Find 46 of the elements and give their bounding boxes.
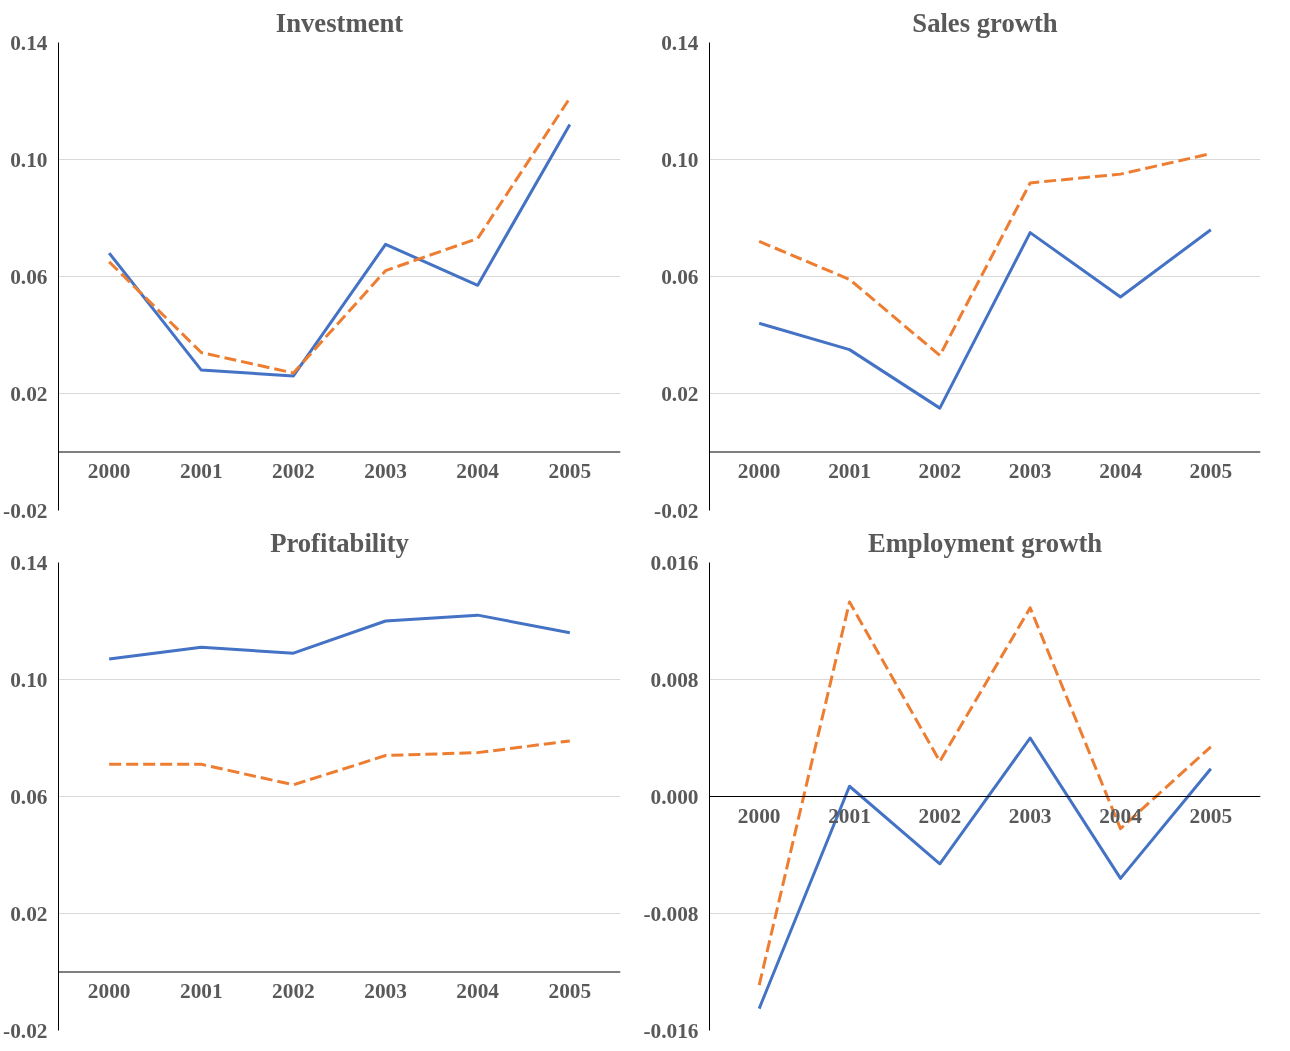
y-tick-label: 0.06 — [661, 264, 699, 289]
x-tick-label: 2005 — [1189, 803, 1233, 828]
x-tick-label: 2001 — [179, 459, 223, 483]
x-tick-label: 2004 — [456, 979, 500, 1003]
x-tick-label: 2003 — [1008, 459, 1052, 483]
y-tick-label: -0.02 — [3, 1018, 48, 1043]
y-tick-label: 0.016 — [650, 550, 699, 575]
x-tick-label: 2002 — [918, 803, 962, 828]
x-tick-label: 2001 — [828, 459, 871, 483]
y-tick-label: 0.10 — [661, 147, 699, 172]
y-tick-label: 0.14 — [10, 30, 48, 55]
y-tick-label: 0.06 — [10, 264, 48, 289]
y-tick-label: -0.008 — [643, 901, 699, 926]
y-tick-label: -0.02 — [3, 498, 48, 523]
y-tick-label: 0.02 — [661, 381, 699, 406]
y-tick-label: 0.14 — [10, 550, 48, 575]
y-tick-label: -0.016 — [643, 1018, 699, 1043]
y-tick-label: -0.02 — [654, 498, 699, 523]
x-tick-label: 2005 — [548, 459, 592, 483]
x-tick-label: 2000 — [87, 459, 131, 483]
x-tick-label: 2002 — [272, 979, 315, 1003]
y-tick-label: 0.10 — [10, 667, 48, 692]
chart-title: Investment — [275, 7, 404, 38]
x-tick-label: 2002 — [918, 459, 962, 483]
y-tick-label: 0.10 — [10, 147, 48, 172]
x-tick-label: 2004 — [456, 459, 500, 483]
x-tick-label: 2005 — [548, 979, 592, 1003]
y-tick-label: 0.02 — [10, 901, 48, 926]
y-tick-label: 0.02 — [10, 381, 48, 406]
x-tick-label: 2000 — [87, 979, 131, 1003]
x-tick-label: 2003 — [364, 979, 407, 1003]
x-tick-label: 2005 — [1189, 459, 1233, 483]
x-tick-label: 2003 — [1008, 803, 1052, 828]
x-tick-label: 2003 — [364, 459, 407, 483]
x-tick-label: 2001 — [179, 979, 223, 1003]
y-tick-label: 0.14 — [661, 30, 699, 55]
y-tick-label: 0.008 — [650, 667, 699, 692]
chart-title: Sales growth — [912, 7, 1058, 38]
chart-title: Employment growth — [867, 527, 1103, 558]
x-tick-label: 2002 — [272, 459, 315, 483]
chart-title: Profitability — [270, 527, 410, 558]
x-tick-label: 2000 — [737, 803, 781, 828]
y-tick-label: 0.000 — [650, 784, 699, 809]
x-tick-label: 2000 — [737, 459, 781, 483]
y-tick-label: 0.06 — [10, 784, 48, 809]
x-tick-label: 2004 — [1099, 459, 1143, 483]
